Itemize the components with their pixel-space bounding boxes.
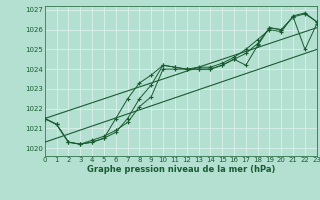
X-axis label: Graphe pression niveau de la mer (hPa): Graphe pression niveau de la mer (hPa) — [87, 165, 275, 174]
